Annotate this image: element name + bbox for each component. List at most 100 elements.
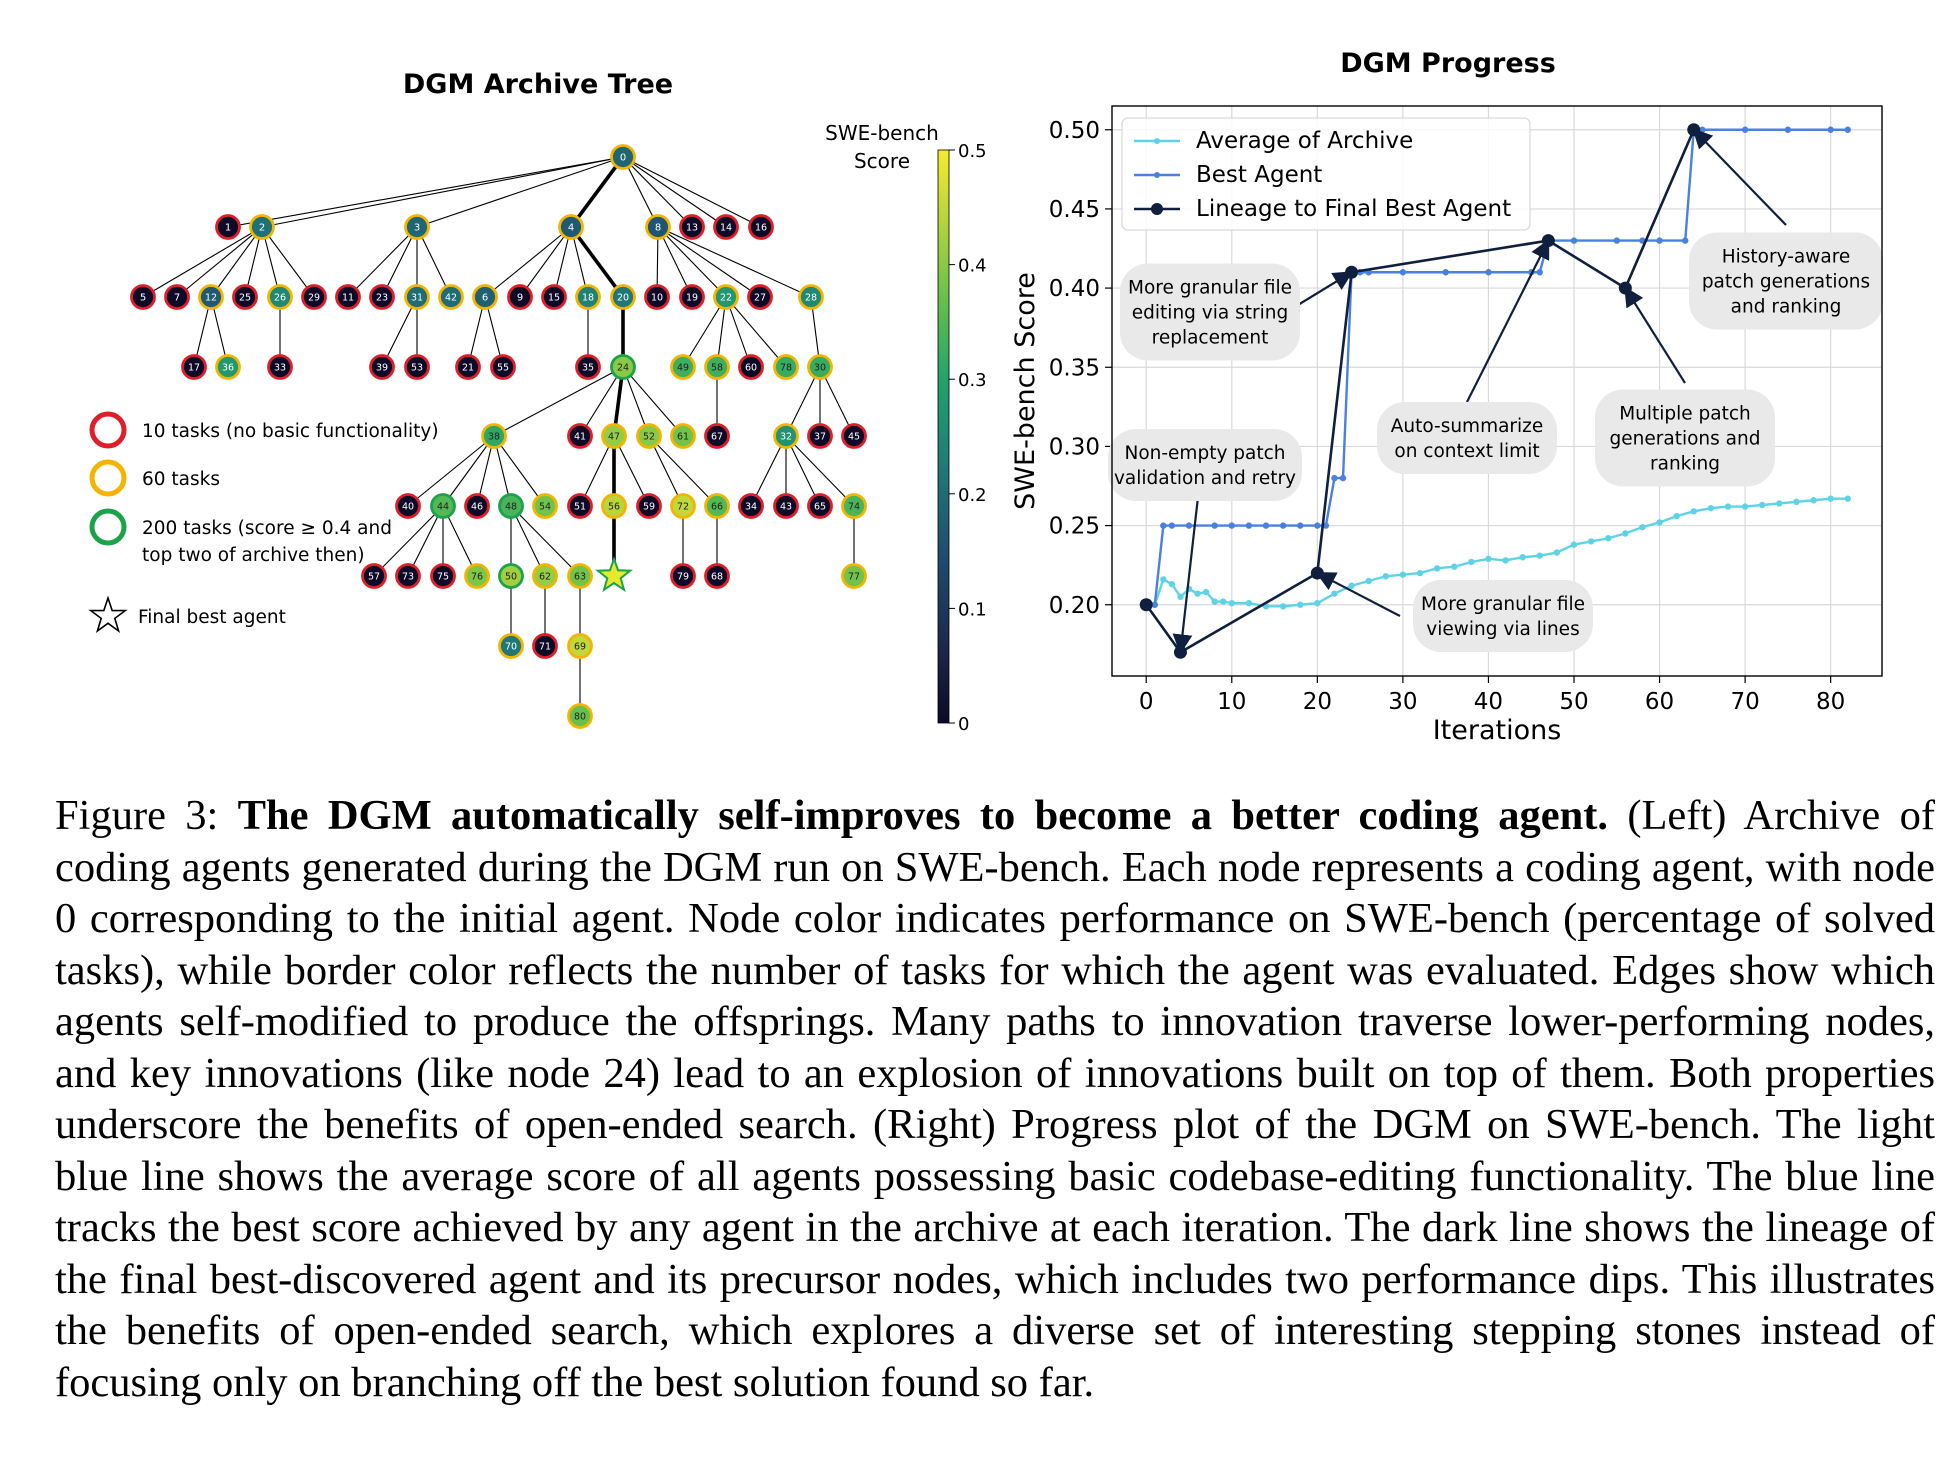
tree-node-label: 68 — [711, 571, 723, 582]
series-point — [1793, 498, 1800, 506]
tree-node-label: 65 — [814, 501, 826, 512]
tree-node-label: 13 — [686, 222, 698, 233]
final-best-star-icon — [595, 556, 633, 593]
tree-node-label: 75 — [437, 571, 449, 582]
tree-node-circle — [670, 563, 696, 589]
tree-node-circle — [841, 563, 867, 589]
tree-node-label: 29 — [308, 292, 320, 303]
tree-node-label: 56 — [608, 501, 620, 512]
series-point — [1168, 580, 1176, 588]
x-axis-label: Iterations — [1433, 715, 1562, 746]
tree-edge — [750, 435, 787, 507]
tree-node-circle — [455, 354, 481, 380]
series-point — [1160, 576, 1167, 583]
series-point — [1784, 126, 1792, 133]
tree-node-label: 20 — [617, 292, 629, 303]
tree-node-label: 77 — [848, 571, 860, 582]
series-point — [1168, 522, 1176, 529]
tree-node: 75 — [430, 563, 456, 589]
tree-edge — [407, 505, 444, 577]
y-tick-label: 0.25 — [1049, 514, 1100, 540]
legend-yellow-label: 60 tasks — [142, 469, 220, 490]
plot-frame — [1111, 105, 1883, 677]
y-tick-label: 0.45 — [1049, 197, 1100, 223]
y-tick-label: 0.20 — [1049, 593, 1100, 619]
tree-node-circle — [164, 284, 190, 310]
series-point — [1468, 558, 1475, 566]
colorbar-gradient — [937, 149, 950, 724]
colorbar-tick-label: 0.1 — [958, 599, 987, 620]
tree-node-label: 40 — [402, 501, 414, 512]
tree-node: 18 — [575, 284, 601, 310]
tree-node-label: 12 — [205, 292, 217, 303]
tree-node: 56 — [601, 493, 627, 519]
legend-label-best: Best Agent — [1196, 162, 1322, 188]
tree-node: 38 — [481, 423, 507, 449]
tree-edge — [407, 435, 495, 507]
tree-node-label: 33 — [274, 362, 286, 373]
tree-node-label: 1 — [225, 222, 231, 233]
colorbar-ticks: 0.5 0.4 0.3 0.2 0.1 0 — [949, 141, 987, 735]
tree-node-circle — [738, 493, 764, 519]
tree-node-circle — [430, 493, 456, 519]
series-point — [1348, 582, 1355, 589]
tree-edge — [493, 366, 624, 437]
tree-edge — [510, 505, 546, 577]
series-point — [1211, 598, 1218, 605]
annotation-arrow — [1624, 286, 1686, 384]
tree-node-label: 55 — [497, 362, 509, 373]
tree-node: 30 — [807, 354, 833, 380]
tree-node-label: 23 — [376, 292, 388, 303]
tree-node-label: 50 — [505, 571, 517, 582]
series-point — [1587, 538, 1595, 545]
tree-node: 2 — [249, 214, 275, 240]
series-point — [1416, 569, 1424, 577]
tree-node: 69 — [567, 633, 593, 659]
tree-edge — [579, 435, 615, 507]
tree-node-label: 49 — [677, 362, 689, 373]
tree-node-circle — [181, 354, 207, 380]
series-point — [1139, 598, 1153, 612]
tree-node: 13 — [679, 214, 705, 240]
legend-label-average: Average of Archive — [1196, 128, 1413, 154]
legend-marker-lineage — [1151, 203, 1163, 215]
tree-node-label: 36 — [222, 362, 234, 373]
tree-node-label: 79 — [677, 571, 689, 582]
tree-node: 76 — [464, 563, 490, 589]
y-tick-label: 0.35 — [1049, 355, 1100, 381]
tree-node-circle — [267, 354, 293, 380]
tree-node-circle — [232, 284, 258, 310]
tree-node-circle — [249, 214, 275, 240]
tree-edge — [381, 226, 418, 298]
tree-node-circle — [704, 493, 730, 519]
x-tick-label: 50 — [1559, 689, 1588, 715]
series-point — [1605, 535, 1612, 542]
tree-node-label: 7 — [174, 292, 180, 303]
legend-red-circle — [89, 411, 127, 449]
annotation-box — [1595, 389, 1775, 487]
tree-node: 22 — [713, 284, 739, 310]
tree-node-circle — [773, 493, 799, 519]
tree-node-circle — [404, 354, 430, 380]
tree-node-circle — [773, 423, 799, 449]
tree-edge — [442, 505, 478, 577]
tree-node: 20 — [610, 284, 636, 310]
tree-node: 17 — [181, 354, 207, 380]
legend-star-icon — [88, 595, 128, 634]
legend-marker-average — [1154, 138, 1160, 144]
tree-node-circle — [773, 354, 799, 380]
tree-node-label: 27 — [754, 292, 766, 303]
tree-node-label: 45 — [848, 431, 860, 442]
series-point — [1211, 522, 1218, 529]
series-point — [1690, 508, 1697, 515]
annotation-arrow — [1692, 128, 1787, 226]
tree-node: 77 — [841, 563, 867, 589]
series-point — [1160, 522, 1167, 529]
tree-node: 55 — [490, 354, 516, 380]
tree-node: 23 — [369, 284, 395, 310]
tree-node-label: 58 — [711, 362, 723, 373]
tree-node-label: 11 — [342, 292, 354, 303]
annotation-box — [1413, 580, 1593, 652]
tree-node-label: 71 — [539, 641, 551, 652]
tree-node: 66 — [704, 493, 730, 519]
